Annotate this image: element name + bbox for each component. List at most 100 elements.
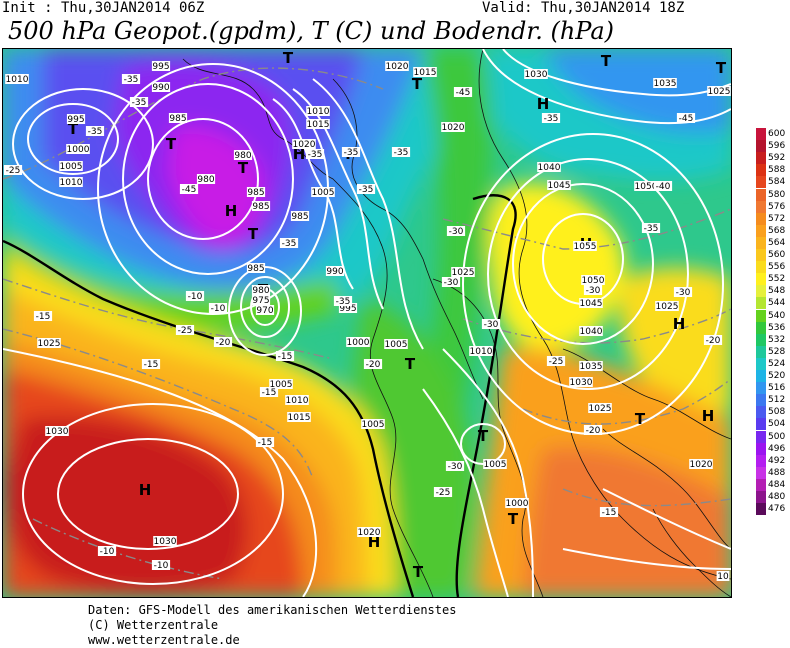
isobar-s-2 [442, 348, 534, 597]
coastline-7 [652, 508, 731, 597]
pressure-label-bg [5, 74, 29, 84]
legend-value: 532 [768, 334, 786, 345]
legend-entry: 492 [752, 454, 790, 467]
pressure-label: 1035 [654, 79, 677, 89]
temperature-label-bg [333, 296, 353, 306]
legend-swatch [756, 345, 766, 358]
isobar-ridge-3 [312, 78, 424, 350]
pressure-label: 1020 [442, 123, 465, 133]
low-marker: T [405, 355, 416, 373]
pressure-label: 985 [247, 264, 264, 274]
temperature-label: -25 [178, 326, 193, 336]
pressure-label: 1020 [690, 460, 713, 470]
legend-value: 496 [768, 443, 786, 454]
pressure-label-bg [59, 177, 83, 187]
pressure-label: 1005 [362, 420, 385, 430]
legend-entry: 564 [752, 236, 790, 249]
temperature-label: -10 [154, 561, 169, 571]
pressure-label-bg [384, 339, 408, 349]
temperature-label: -35 [344, 148, 359, 158]
legend-swatch [756, 236, 766, 249]
coastline-4 [432, 278, 544, 597]
temperature-label: -30 [676, 288, 691, 298]
temperature-label: -35 [88, 127, 103, 137]
legend-swatch [756, 212, 766, 225]
legend-value: 540 [768, 310, 786, 321]
pressure-label-bg [357, 527, 381, 537]
isobar-se-1 [602, 488, 731, 550]
temperature-label-bg [259, 387, 279, 397]
pressure-label: 1030 [525, 70, 548, 80]
temperature-label: -20 [366, 360, 381, 370]
legend-entry: 588 [752, 164, 790, 177]
pressure-label: 1010 [60, 178, 83, 188]
temperature-label-bg [599, 507, 619, 517]
pressure-label-bg [547, 180, 571, 190]
legend-swatch [756, 261, 766, 274]
map-title: 500 hPa Geopot.(gpdm), T (C) und Bodendr… [8, 17, 615, 45]
pressure-label-bg [251, 295, 271, 305]
temperature-label-bg [151, 560, 171, 570]
legend-value: 556 [768, 262, 786, 273]
legend-swatch [756, 503, 766, 516]
pressure-label-bg [689, 459, 713, 469]
legend-entry: 480 [752, 491, 790, 503]
legend-swatch [756, 249, 766, 261]
pressure-label: 1010 [470, 347, 493, 357]
pressure-label-bg [441, 122, 465, 132]
temperature-label-bg [481, 319, 501, 329]
temperature-label-bg [275, 351, 295, 361]
isobar-low-nw-2 [12, 88, 154, 200]
legend-swatch [756, 128, 766, 140]
pressure-label-bg [569, 377, 593, 387]
pressure-label-bg [524, 69, 548, 79]
pressure-label-bg [505, 498, 529, 508]
temperature-label: -35 [644, 224, 659, 234]
legend-value: 488 [768, 467, 786, 478]
pressure-label: 970 [256, 306, 273, 316]
legend-value: 520 [768, 371, 786, 381]
legend-value: 592 [768, 153, 786, 164]
pressure-label-bg [413, 67, 437, 77]
temperature-label-bg [279, 238, 299, 248]
front-lines [3, 194, 517, 597]
isotherm-7 [522, 378, 731, 425]
legend-value: 596 [768, 141, 786, 152]
legend-swatch [756, 466, 766, 479]
legend-swatch [756, 200, 766, 213]
legend-entry: 556 [752, 261, 790, 274]
legend-entry: 516 [752, 382, 790, 395]
legend-value: 476 [768, 504, 786, 515]
legend-swatch [756, 273, 766, 286]
temperature-label: -35 [124, 75, 139, 85]
legend-value: 508 [768, 407, 786, 418]
isotherms [3, 67, 731, 580]
pressure-label-bg [346, 337, 370, 347]
temperature-label-bg [583, 425, 603, 435]
high-marker: H [368, 533, 381, 551]
high-marker: H [537, 95, 550, 113]
temperature-label-bg [703, 335, 723, 345]
low-marker: T [166, 135, 177, 153]
pressure-label-bg [338, 303, 358, 313]
pressure-label: 1025 [589, 404, 612, 414]
pressure-label: 1025 [656, 302, 679, 312]
pressure-label-bg [246, 187, 266, 197]
temperature-label: -45 [456, 88, 471, 98]
red-core [3, 416, 247, 593]
pressure-label: 1045 [548, 181, 571, 191]
isobar-low-c-1 [147, 118, 259, 240]
high-marker: H [139, 481, 152, 499]
low-marker: T [248, 225, 259, 243]
temperature-label-bg [446, 226, 466, 236]
low-marker: T [283, 49, 294, 67]
temperature-label-bg [583, 285, 603, 295]
temperature-label-bg [185, 291, 205, 301]
pressure-label: 1005 [312, 188, 335, 198]
legend-entry: 532 [752, 333, 790, 346]
temperature-label: -30 [449, 227, 464, 237]
pressure-label-bg [285, 395, 309, 405]
pressure-label-bg [269, 379, 293, 389]
pressure-label: 1025 [708, 87, 731, 97]
temperature-label: -35 [359, 185, 374, 195]
